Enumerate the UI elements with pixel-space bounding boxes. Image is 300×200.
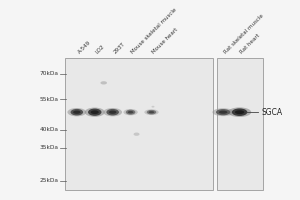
Text: 35kDa: 35kDa: [40, 145, 59, 150]
Ellipse shape: [228, 107, 251, 117]
Ellipse shape: [103, 108, 122, 116]
Text: 40kDa: 40kDa: [40, 127, 59, 132]
Text: SGCA: SGCA: [261, 108, 282, 117]
Text: LO2: LO2: [95, 43, 106, 54]
Text: Rat heart: Rat heart: [240, 33, 261, 54]
Text: 55kDa: 55kDa: [40, 97, 59, 102]
Text: 70kDa: 70kDa: [40, 71, 59, 76]
Text: A-549: A-549: [77, 39, 92, 54]
Ellipse shape: [85, 108, 105, 117]
Ellipse shape: [212, 108, 234, 116]
Ellipse shape: [100, 81, 107, 84]
Ellipse shape: [216, 109, 230, 115]
Ellipse shape: [106, 109, 119, 115]
Bar: [217, 58, 263, 190]
Ellipse shape: [73, 111, 81, 114]
Text: Mouse heart: Mouse heart: [152, 27, 179, 54]
Ellipse shape: [128, 111, 134, 113]
Text: Rat skeletal muscle: Rat skeletal muscle: [223, 13, 265, 54]
Ellipse shape: [134, 133, 140, 136]
Ellipse shape: [88, 109, 101, 116]
Ellipse shape: [144, 109, 159, 115]
Bar: [65, 58, 213, 190]
Ellipse shape: [232, 108, 247, 116]
Ellipse shape: [235, 110, 244, 114]
Ellipse shape: [70, 109, 83, 115]
Ellipse shape: [109, 111, 116, 114]
Ellipse shape: [68, 108, 86, 116]
Ellipse shape: [147, 110, 156, 114]
Text: Mouse skeletal muscle: Mouse skeletal muscle: [130, 7, 178, 54]
Text: 25kDa: 25kDa: [40, 178, 59, 183]
Ellipse shape: [91, 110, 99, 114]
Ellipse shape: [152, 106, 154, 108]
Ellipse shape: [148, 111, 154, 113]
Ellipse shape: [123, 109, 138, 115]
Text: 293T: 293T: [113, 41, 126, 54]
Ellipse shape: [219, 111, 227, 114]
Ellipse shape: [126, 110, 135, 115]
